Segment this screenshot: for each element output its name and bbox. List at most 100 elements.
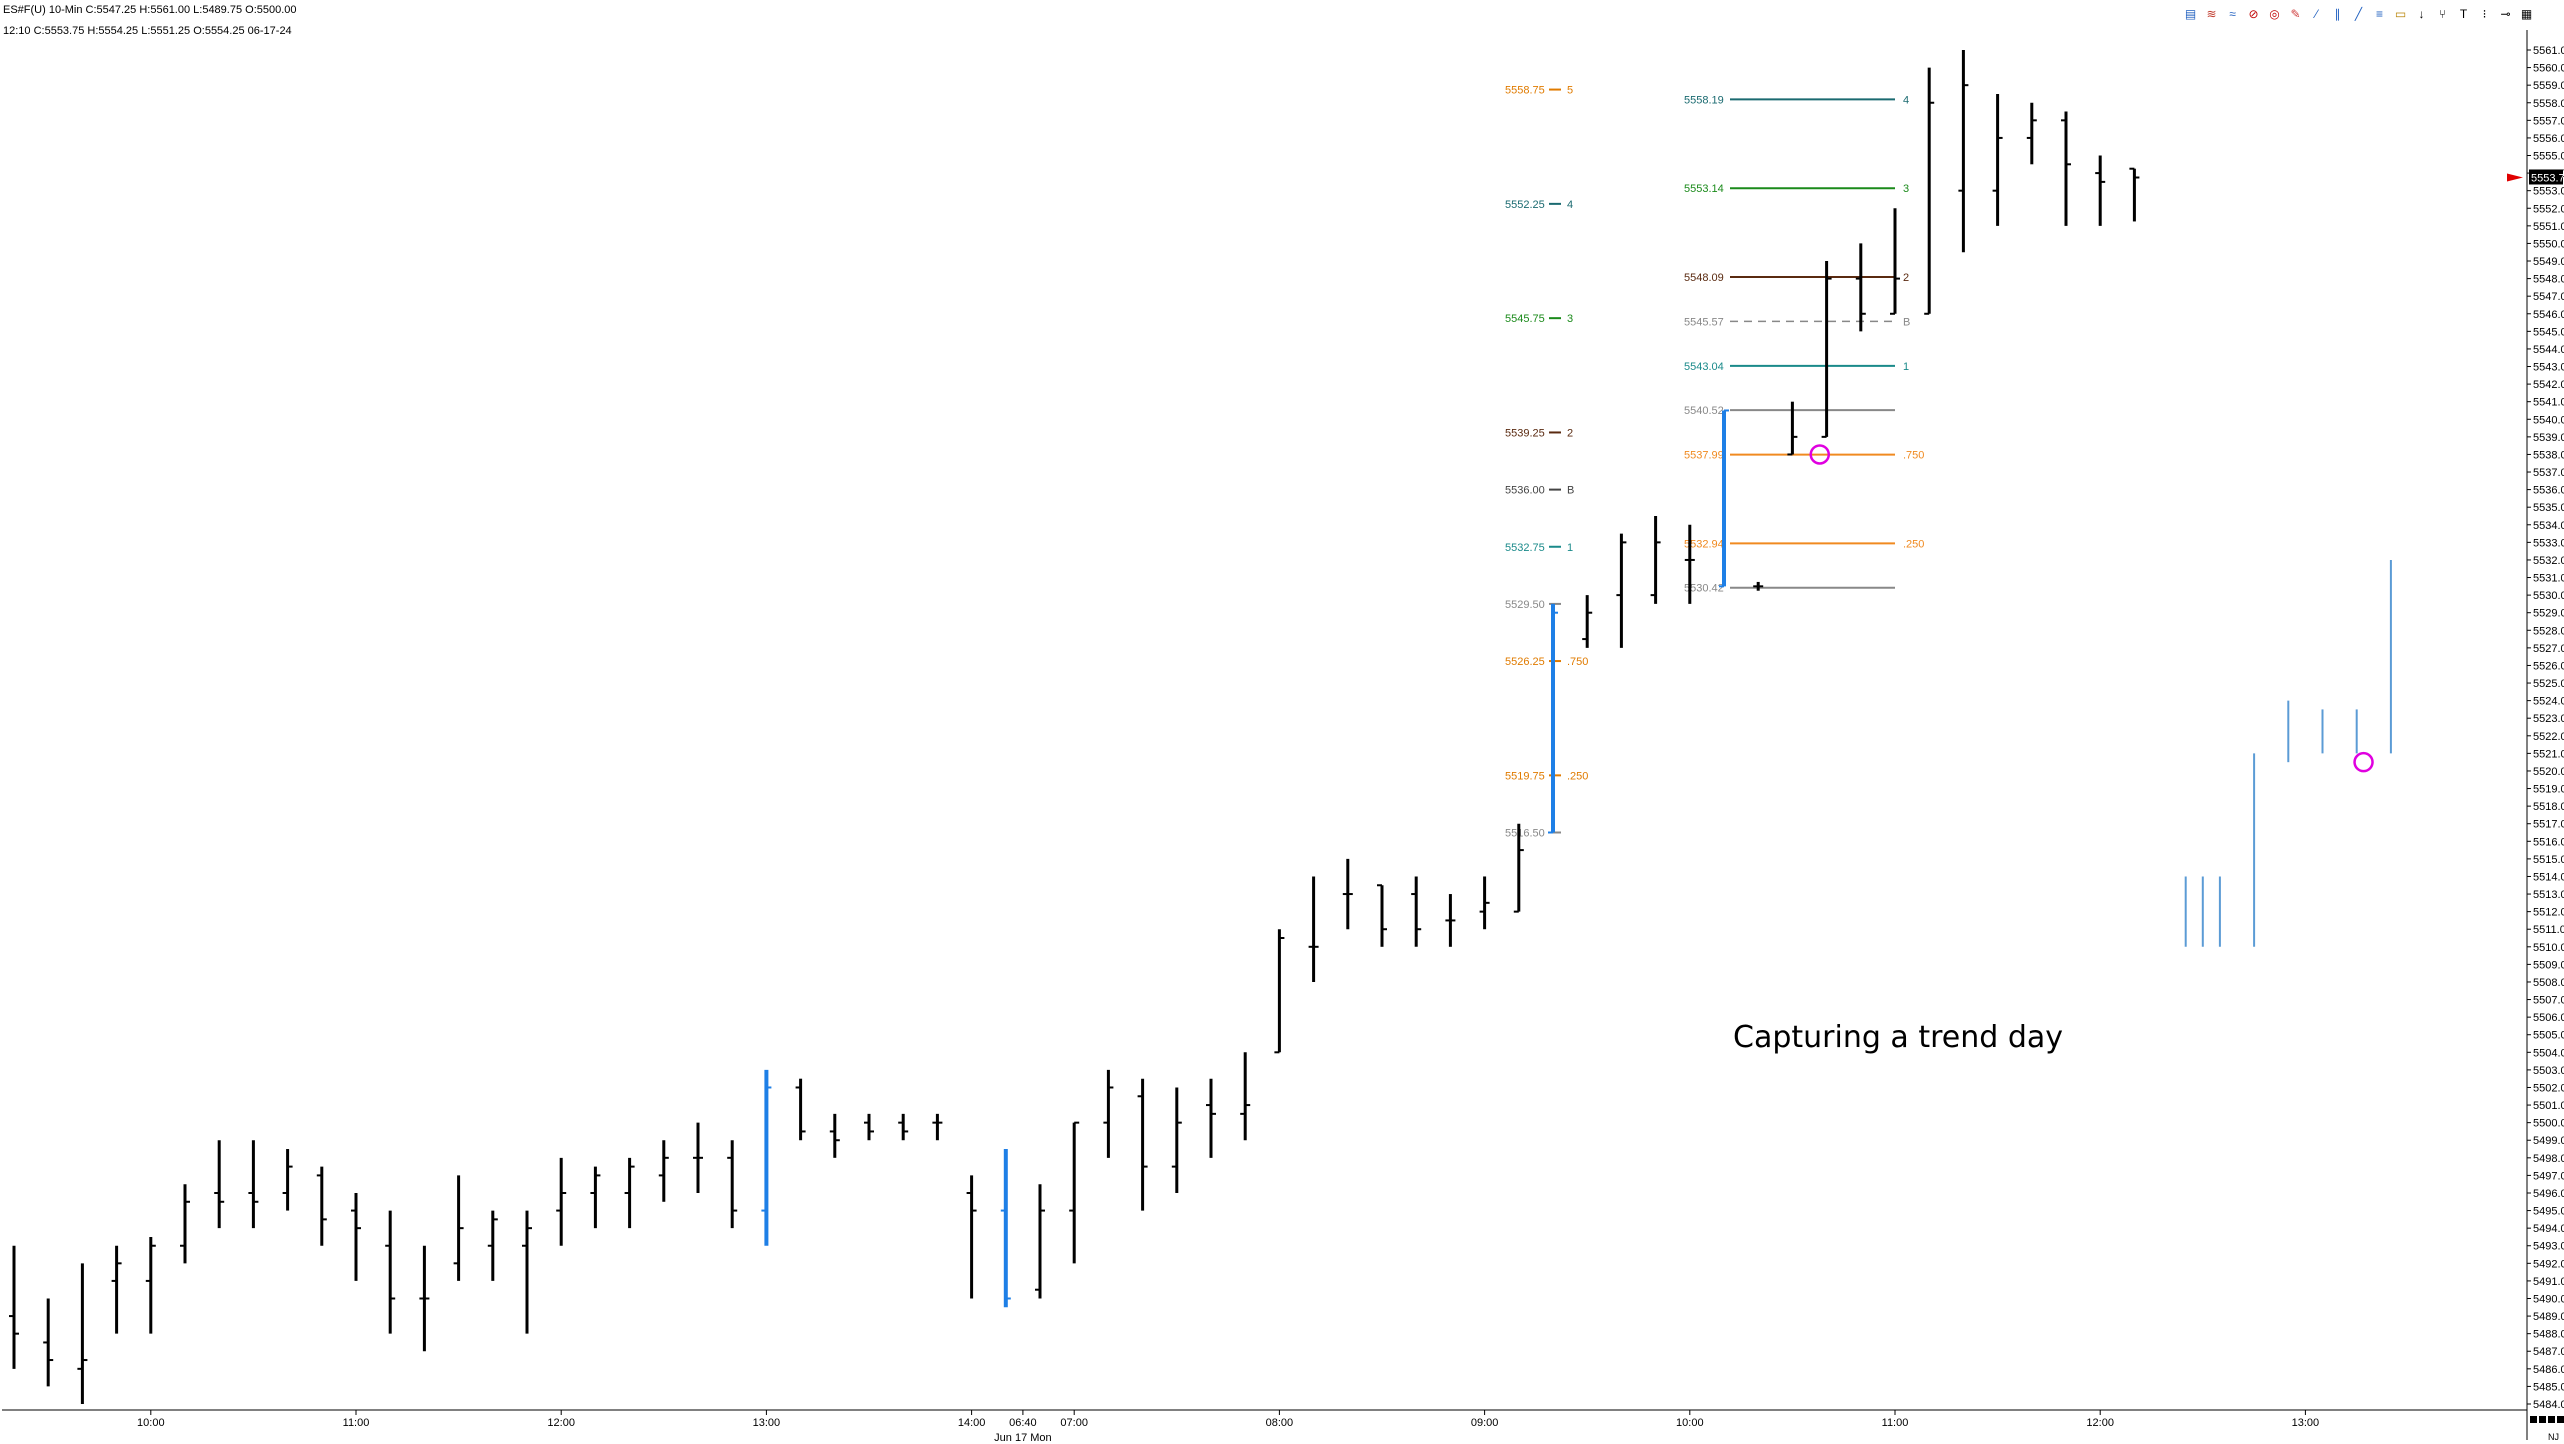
projection-level-label: 5548.09 — [1684, 272, 1724, 284]
last-price-label: 5553.75 — [2531, 172, 2564, 184]
projection-level-label: 5536.00 — [1505, 485, 1545, 497]
price-tick-label: 5557.00 — [2533, 115, 2564, 127]
fibonacci-icon[interactable]: ≡ — [2375, 6, 2383, 21]
price-tick-label: 5525.00 — [2533, 678, 2564, 690]
axis-scale-box[interactable] — [2548, 1416, 2555, 1423]
time-tick-label: 10:00 — [1676, 1417, 1704, 1429]
price-tick-label: 5558.00 — [2533, 98, 2564, 110]
projection-level-tag: 1 — [1903, 361, 1909, 373]
projection-level-tag: .750 — [1903, 450, 1924, 462]
price-tick-label: 5526.00 — [2533, 660, 2564, 672]
projection-level-tag: 3 — [1903, 183, 1909, 195]
price-tick-label: 5555.00 — [2533, 151, 2564, 163]
price-tick-label: 5518.00 — [2533, 801, 2564, 813]
price-tick-label: 5545.00 — [2533, 326, 2564, 338]
ray-icon[interactable]: ╱ — [2354, 6, 2363, 21]
drawing-toolbar: ▤ ≋ ≈ ⊘ ◎ ✎ ⁄ ∥ ╱ ≡ ▭ ↓ ⑂ T ⁝ ⊸ ▦ — [2183, 3, 2534, 25]
wave-icon[interactable]: ≋ — [2206, 6, 2217, 21]
time-tick-label: 07:00 — [1060, 1417, 1088, 1429]
projection-level-label: 5529.50 — [1505, 599, 1545, 611]
projection-level-tag: B — [1567, 485, 1574, 497]
price-tick-label: 5514.00 — [2533, 871, 2564, 883]
projection-level-label: 5532.75 — [1505, 542, 1545, 554]
axis-scale-box[interactable] — [2539, 1416, 2546, 1423]
chart-style-icon[interactable]: ▤ — [2184, 6, 2197, 21]
price-tick-label: 5551.00 — [2533, 221, 2564, 233]
time-tick-label: 13:00 — [753, 1417, 781, 1429]
time-tick-label: 11:00 — [343, 1417, 370, 1429]
instrument-summary: ES#F(U) 10-Min C:5547.25 H:5561.00 L:548… — [3, 4, 297, 16]
price-tick-label: 5546.00 — [2533, 309, 2564, 321]
arrow-down-icon[interactable]: ↓ — [2418, 6, 2425, 21]
target-icon[interactable]: ◎ — [2269, 6, 2280, 21]
last-price-box — [2529, 169, 2563, 185]
price-tick-label: 5561.00 — [2533, 45, 2564, 57]
circle-marker[interactable] — [2353, 751, 2374, 773]
projection-level-tag: 2 — [1903, 272, 1909, 284]
price-tick-label: 5489.00 — [2533, 1311, 2564, 1323]
axis-scale-box[interactable] — [2557, 1416, 2564, 1423]
price-tick-label: 5522.00 — [2533, 731, 2564, 743]
circle-marker[interactable] — [1809, 444, 1831, 465]
price-tick-label: 5550.00 — [2533, 238, 2564, 250]
projection-level-tag: 1 — [1567, 542, 1573, 554]
price-tick-label: 5515.00 — [2533, 854, 2564, 866]
grid-icon[interactable]: ▦ — [2520, 6, 2533, 21]
price-tick-label: 5495.00 — [2533, 1206, 2564, 1218]
price-tick-label: 5486.00 — [2533, 1364, 2564, 1376]
time-tick-label: 06:40 — [1009, 1417, 1037, 1429]
price-tick-label: 5493.00 — [2533, 1241, 2564, 1253]
projection-level-label: 5530.42 — [1684, 583, 1724, 595]
price-tick-label: 5548.00 — [2533, 274, 2564, 286]
diagonal-line-icon[interactable]: ⁄ — [2315, 6, 2318, 21]
parallel-lines-icon[interactable]: ∥ — [2334, 6, 2341, 21]
projection-level-label: 5545.75 — [1505, 313, 1545, 325]
date-label: Jun 17 Mon — [994, 1432, 1051, 1444]
price-tick-label: 5508.00 — [2533, 977, 2564, 989]
price-tick-label: 5556.00 — [2533, 133, 2564, 145]
price-tick-label: 5520.00 — [2533, 766, 2564, 778]
price-tick-label: 5501.00 — [2533, 1100, 2564, 1112]
time-tick-label: 11:00 — [1882, 1417, 1909, 1429]
projection-level-label: 5545.57 — [1684, 316, 1724, 328]
price-tick-label: 5484.00 — [2533, 1399, 2564, 1411]
price-tick-label: 5521.00 — [2533, 748, 2564, 760]
price-tick-label: 5532.00 — [2533, 555, 2564, 567]
zigzag-icon[interactable]: ≈ — [2229, 6, 2236, 21]
price-tick-label: 5513.00 — [2533, 889, 2564, 901]
price-tick-label: 5516.00 — [2533, 836, 2564, 848]
pencil-icon[interactable]: ✎ — [2290, 6, 2301, 21]
price-tick-label: 5506.00 — [2533, 1012, 2564, 1024]
ruler-icon[interactable]: ⊸ — [2500, 6, 2511, 21]
price-tick-label: 5511.00 — [2533, 924, 2564, 936]
price-tick-label: 5496.00 — [2533, 1188, 2564, 1200]
price-tick-label: 5503.00 — [2533, 1065, 2564, 1077]
projection-level-tag: 4 — [1903, 94, 1909, 106]
price-tick-label: 5517.00 — [2533, 819, 2564, 831]
price-tick-label: 5559.00 — [2533, 80, 2564, 92]
time-tick-label: 13:00 — [2292, 1417, 2320, 1429]
price-tick-label: 5491.00 — [2533, 1276, 2564, 1288]
price-tick-label: 5537.00 — [2533, 467, 2564, 479]
time-tick-label: 14:00 — [958, 1417, 986, 1429]
projection-level-tag: .250 — [1567, 770, 1588, 782]
time-tick-label: 12:00 — [2086, 1417, 2114, 1429]
price-tick-label: 5510.00 — [2533, 942, 2564, 954]
dots-icon[interactable]: ⁝ — [2482, 6, 2487, 21]
price-tick-label: 5535.00 — [2533, 502, 2564, 514]
axis-scale-box[interactable] — [2530, 1416, 2537, 1423]
corner-label: NJ — [2548, 1432, 2559, 1442]
price-tick-label: 5528.00 — [2533, 625, 2564, 637]
price-tick-label: 5549.00 — [2533, 256, 2564, 268]
projection-level-label: 5519.75 — [1505, 770, 1545, 782]
text-icon[interactable]: T — [2459, 6, 2468, 21]
price-tick-label: 5542.00 — [2533, 379, 2564, 391]
projection-level-label: 5540.52 — [1684, 405, 1724, 417]
price-tick-label: 5536.00 — [2533, 485, 2564, 497]
highlighter-icon[interactable]: ▭ — [2394, 6, 2407, 21]
price-tick-label: 5519.00 — [2533, 784, 2564, 796]
no-entry-icon[interactable]: ⊘ — [2248, 6, 2259, 21]
fork-icon[interactable]: ⑂ — [2438, 6, 2447, 21]
chart-annotation: Capturing a trend day — [1733, 1020, 2063, 1055]
